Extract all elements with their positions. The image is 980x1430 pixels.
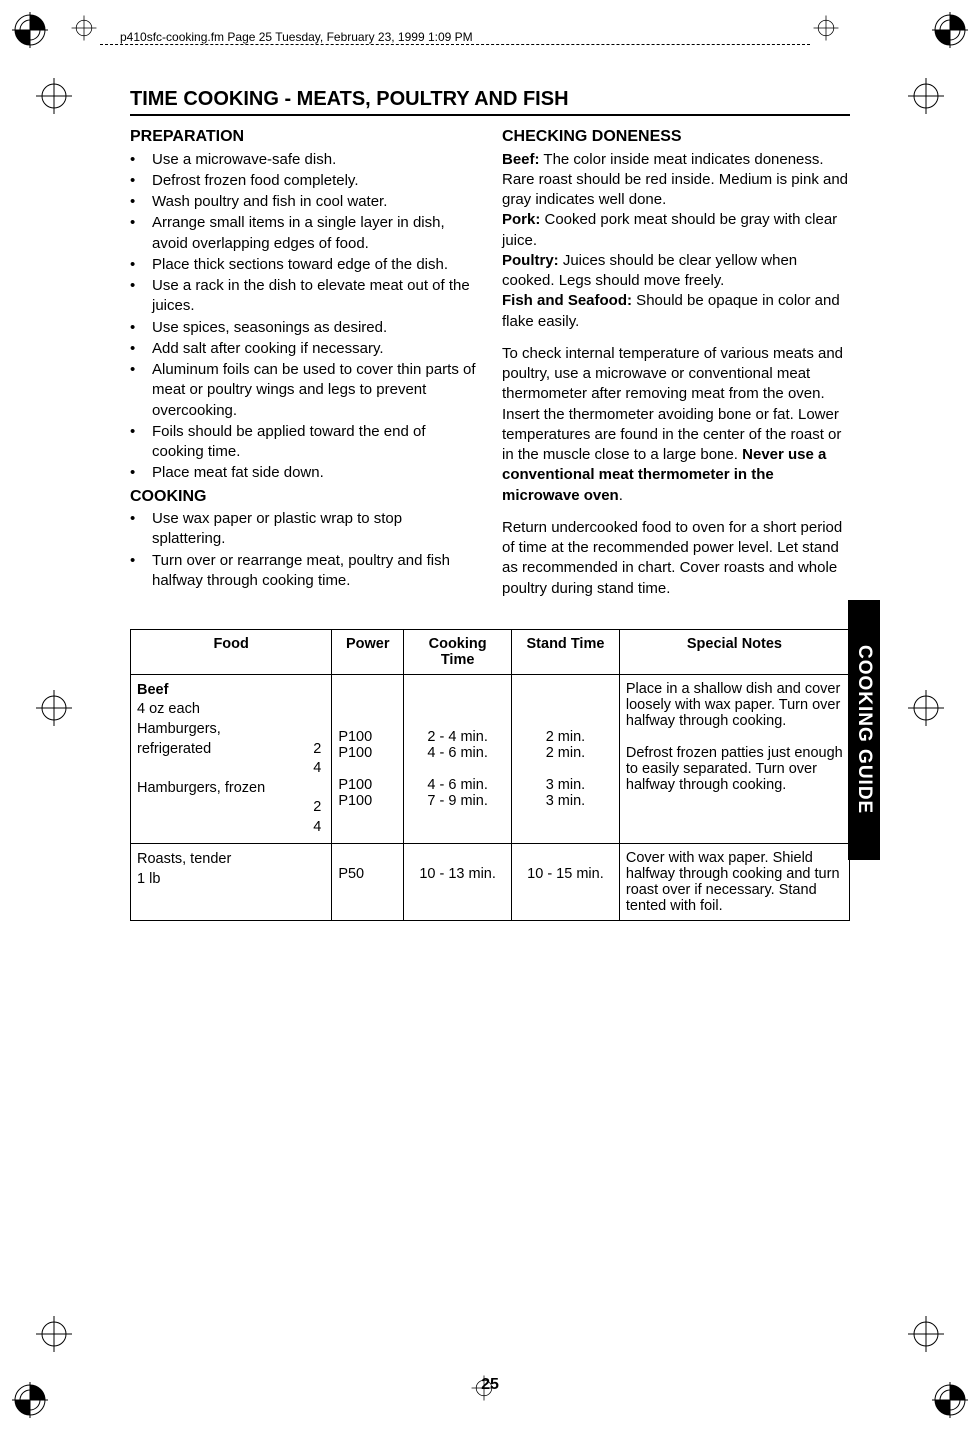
th-power: Power <box>332 629 404 674</box>
list-item: Foils should be applied toward the end o… <box>152 422 478 463</box>
cell-cook-time: 2 - 4 min. 4 - 6 min. 4 - 6 min. 7 - 9 m… <box>404 674 512 844</box>
th-stand-time: Stand Time <box>512 629 620 674</box>
section-title: TIME COOKING - MEATS, POULTRY AND FISH <box>130 88 850 116</box>
crosshair-icon <box>908 1316 944 1352</box>
table-row: Roasts, tender 1 lb P50 10 - 13 min. 10 … <box>131 844 850 921</box>
header-dashed-line <box>100 44 810 45</box>
crosshair-icon <box>36 1316 72 1352</box>
left-column: PREPARATION •Use a microwave-safe dish. … <box>130 124 478 611</box>
food-qty: 2 <box>313 740 321 760</box>
th-cooking-time: Cooking Time <box>404 629 512 674</box>
food-line: Roasts, tender <box>137 851 231 867</box>
cooking-table: Food Power Cooking Time Stand Time Speci… <box>130 629 850 922</box>
side-tab-label: COOKING GUIDE <box>848 600 880 860</box>
time-value: 2 min. <box>546 729 586 745</box>
food-qty: 4 <box>313 759 321 779</box>
th-notes: Special Notes <box>619 629 849 674</box>
temperature-paragraph: To check internal temperature of various… <box>502 344 850 506</box>
pork-text: Cooked pork meat should be gray with cle… <box>502 211 837 248</box>
list-item: Add salt after cooking if necessary. <box>152 339 478 359</box>
list-item: Use a rack in the dish to elevate meat o… <box>152 276 478 317</box>
page-content: TIME COOKING - MEATS, POULTRY AND FISH P… <box>130 88 850 921</box>
time-value: 2 min. <box>546 745 586 761</box>
power-value: P50 <box>338 866 364 882</box>
pork-doneness: Pork: Cooked pork meat should be gray wi… <box>502 210 850 251</box>
cell-food: Beef 4 oz each Hamburgers, refrigerated 2… <box>131 674 332 844</box>
time-value: 3 min. <box>546 777 586 793</box>
list-item: Place thick sections toward edge of the … <box>152 255 478 275</box>
list-item: Arrange small items in a single layer in… <box>152 213 478 254</box>
time-value: 10 - 15 min. <box>527 866 604 882</box>
crosshair-icon <box>812 14 840 42</box>
table-row: Beef 4 oz each Hamburgers, refrigerated 2… <box>131 674 850 844</box>
beef-label: Beef: <box>502 151 540 168</box>
food-qty: 4 <box>313 818 321 838</box>
cell-stand-time: 2 min. 2 min. 3 min. 3 min. <box>512 674 620 844</box>
cell-food: Roasts, tender 1 lb <box>131 844 332 921</box>
registration-mark-icon <box>12 12 48 48</box>
poultry-label: Poultry: <box>502 252 559 269</box>
crosshair-icon <box>908 690 944 726</box>
list-item: Wash poultry and fish in cool water. <box>152 192 478 212</box>
cell-notes: Place in a shallow dish and cover loosel… <box>619 674 849 844</box>
preparation-list: •Use a microwave-safe dish. •Defrost fro… <box>130 150 478 484</box>
list-item: Use a microwave-safe dish. <box>152 150 478 170</box>
beef-text: The color inside meat indicates doneness… <box>502 151 848 209</box>
preparation-heading: PREPARATION <box>130 126 478 148</box>
power-value: P100 <box>338 793 372 809</box>
return-paragraph: Return undercooked food to oven for a sh… <box>502 518 850 599</box>
power-value: P100 <box>338 777 372 793</box>
cell-cook-time: 10 - 13 min. <box>404 844 512 921</box>
crosshair-icon <box>36 690 72 726</box>
fish-doneness: Fish and Seafood: Should be opaque in co… <box>502 291 850 332</box>
crosshair-icon <box>36 78 72 114</box>
right-column: CHECKING DONENESS Beef: The color inside… <box>502 124 850 611</box>
cooking-heading: COOKING <box>130 486 478 508</box>
temp-end: . <box>619 487 623 504</box>
cooking-list: •Use wax paper or plastic wrap to stop s… <box>130 509 478 591</box>
time-value: 4 - 6 min. <box>427 745 487 761</box>
list-item: Defrost frozen food completely. <box>152 171 478 191</box>
notes-text: Defrost frozen patties just enough to ea… <box>626 745 843 793</box>
food-line: 1 lb <box>137 871 160 887</box>
list-item: Turn over or rearrange meat, poultry and… <box>152 551 478 592</box>
list-item: Aluminum foils can be used to cover thin… <box>152 360 478 421</box>
doneness-heading: CHECKING DONENESS <box>502 126 850 148</box>
food-line: 4 oz each <box>137 701 200 717</box>
two-column-body: PREPARATION •Use a microwave-safe dish. … <box>130 124 850 611</box>
cell-power: P50 <box>332 844 404 921</box>
list-item: Use wax paper or plastic wrap to stop sp… <box>152 509 478 550</box>
fish-label: Fish and Seafood: <box>502 292 632 309</box>
notes-text: Place in a shallow dish and cover loosel… <box>626 681 840 729</box>
food-line: Hamburgers, frozen <box>137 780 265 796</box>
list-item: Place meat fat side down. <box>152 463 478 483</box>
cell-stand-time: 10 - 15 min. <box>512 844 620 921</box>
cell-notes: Cover with wax paper. Shield halfway thr… <box>619 844 849 921</box>
time-value: 7 - 9 min. <box>427 793 487 809</box>
registration-mark-icon <box>932 12 968 48</box>
poultry-doneness: Poultry: Juices should be clear yellow w… <box>502 251 850 292</box>
power-value: P100 <box>338 729 372 745</box>
crosshair-icon <box>908 78 944 114</box>
food-title: Beef <box>137 682 168 698</box>
food-line: Hamburgers, <box>137 721 221 737</box>
time-value: 10 - 13 min. <box>419 866 496 882</box>
cell-power: P100 P100 P100 P100 <box>332 674 404 844</box>
time-value: 3 min. <box>546 793 586 809</box>
crosshair-icon <box>70 14 98 42</box>
power-value: P100 <box>338 745 372 761</box>
page-meta-text: p410sfc-cooking.fm Page 25 Tuesday, Febr… <box>120 30 473 44</box>
pork-label: Pork: <box>502 211 540 228</box>
page-number: 25 <box>0 1376 980 1394</box>
time-value: 2 - 4 min. <box>427 729 487 745</box>
time-value: 4 - 6 min. <box>427 777 487 793</box>
food-qty: 2 <box>313 798 321 818</box>
list-item: Use spices, seasonings as desired. <box>152 318 478 338</box>
beef-doneness: Beef: The color inside meat indicates do… <box>502 150 850 211</box>
food-line: refrigerated <box>137 740 211 760</box>
th-food: Food <box>131 629 332 674</box>
